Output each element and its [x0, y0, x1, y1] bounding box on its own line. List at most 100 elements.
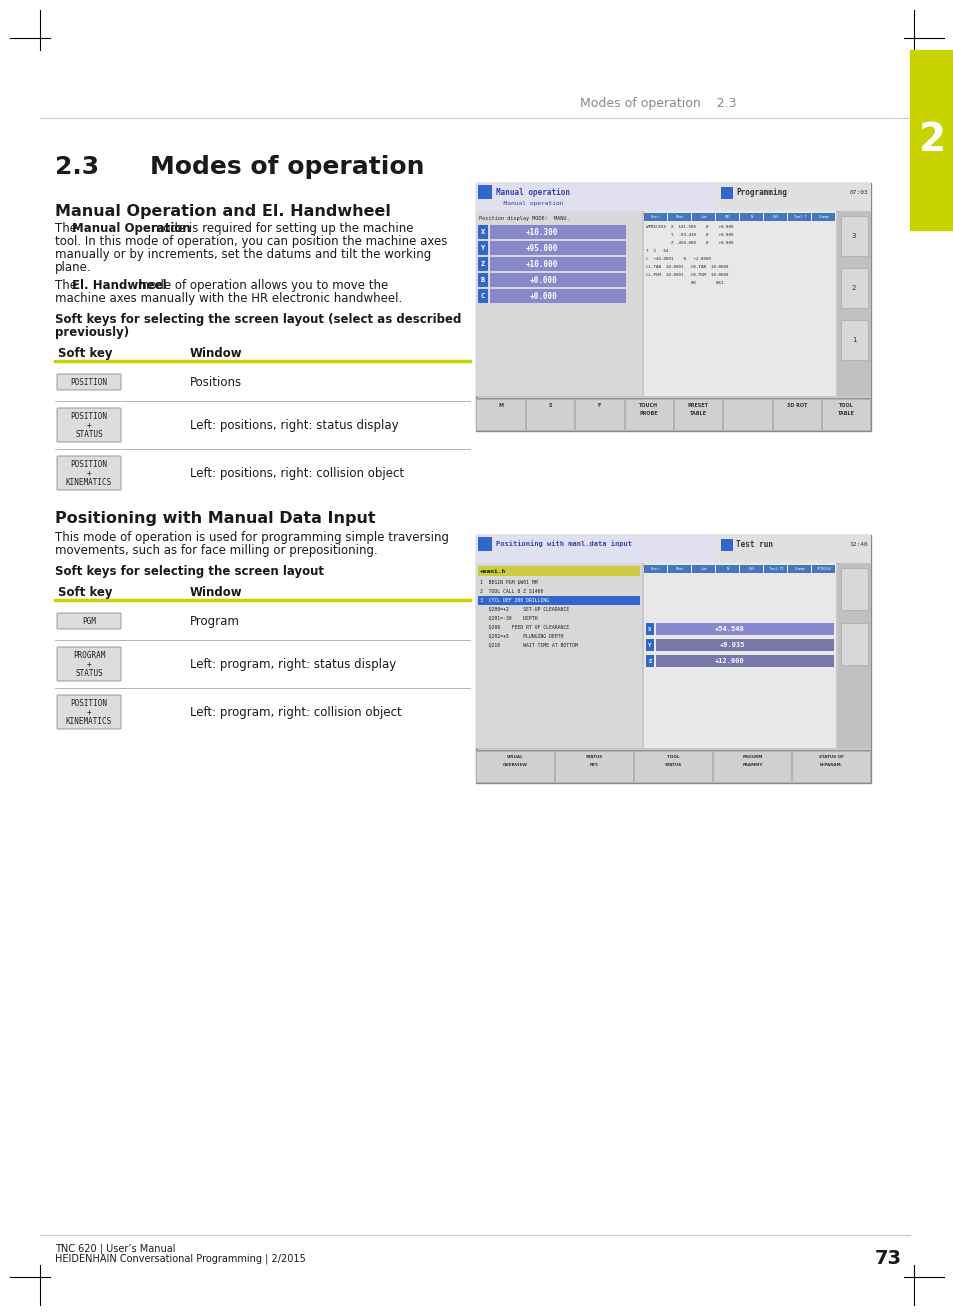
Text: Left: program, right: status display: Left: program, right: status display: [190, 658, 395, 671]
Text: +54.548: +54.548: [715, 626, 744, 633]
Text: T  2   64: T 2 64: [645, 249, 668, 252]
Text: POSITION: POSITION: [71, 460, 108, 469]
Text: Pdat: Pdat: [675, 214, 683, 220]
Text: STATUS: STATUS: [75, 430, 103, 439]
FancyBboxPatch shape: [57, 696, 121, 729]
Bar: [476, 183, 870, 431]
Bar: [841, 568, 867, 610]
FancyBboxPatch shape: [57, 613, 121, 629]
Text: Q201=-30    DEPTH: Q201=-30 DEPTH: [479, 615, 537, 621]
Bar: [643, 213, 667, 221]
Text: Test run: Test run: [735, 539, 772, 548]
Bar: [643, 565, 667, 573]
Text: Lim: Lim: [700, 567, 706, 571]
Text: 3  CYCL DEF 200 DRILLING: 3 CYCL DEF 200 DRILLING: [479, 597, 548, 602]
Text: Y: Y: [480, 245, 485, 251]
Bar: [645, 655, 653, 667]
Bar: [837, 563, 870, 748]
Text: N: N: [750, 214, 752, 220]
Bar: [837, 210, 870, 396]
Bar: [841, 216, 867, 256]
Text: 0% Y[Nm]  07:03: 0% Y[Nm] 07:03: [478, 412, 535, 417]
Text: F: F: [598, 402, 600, 408]
Bar: [740, 565, 762, 573]
FancyBboxPatch shape: [57, 408, 121, 442]
Text: Tool TI: Tool TI: [768, 567, 782, 571]
Bar: [476, 398, 524, 430]
Bar: [476, 183, 712, 210]
Text: Q202=+5     PLUNGING DEPTH: Q202=+5 PLUNGING DEPTH: [479, 634, 563, 639]
Text: The: The: [55, 222, 81, 235]
Text: Manual Operation: Manual Operation: [71, 222, 191, 235]
Bar: [841, 268, 867, 308]
Bar: [645, 623, 653, 635]
Text: 07:03: 07:03: [848, 189, 867, 195]
Text: Program: Program: [190, 614, 239, 627]
Bar: [763, 565, 786, 573]
Text: TNC 620 | User’s Manual: TNC 620 | User’s Manual: [55, 1243, 175, 1253]
Text: +mani.h: +mani.h: [479, 568, 506, 573]
Text: +: +: [87, 707, 91, 717]
Text: STATUS: STATUS: [585, 755, 602, 759]
Text: PROGRAM: PROGRAM: [72, 651, 105, 660]
Text: 0K        0K1: 0K 0K1: [645, 281, 722, 285]
Text: machine axes manually with the HR electronic handwheel.: machine axes manually with the HR electr…: [55, 292, 402, 305]
Text: N: N: [726, 567, 728, 571]
Text: Over-: Over-: [650, 567, 660, 571]
Text: +9.035: +9.035: [719, 642, 744, 648]
Text: +: +: [87, 660, 91, 669]
Text: Over-: Over-: [650, 214, 660, 220]
Text: C: C: [480, 293, 485, 299]
Bar: [477, 565, 639, 576]
Bar: [763, 213, 786, 221]
Text: +: +: [87, 421, 91, 430]
Text: Manual operation: Manual operation: [496, 188, 569, 196]
Bar: [792, 751, 869, 782]
Bar: [668, 213, 691, 221]
Text: Positioning with manl.data input: Positioning with manl.data input: [496, 540, 631, 547]
Bar: [720, 539, 732, 551]
Text: WPRECESS  X  101.500    0    +0.000: WPRECESS X 101.500 0 +0.000: [645, 225, 733, 229]
Text: KINEMATICS: KINEMATICS: [66, 477, 112, 487]
Text: Z -450.000    0    +0.000: Z -450.000 0 +0.000: [645, 241, 733, 245]
Bar: [477, 289, 488, 302]
Text: Left: positions, right: collision object: Left: positions, right: collision object: [190, 467, 404, 480]
Bar: [812, 565, 835, 573]
Text: PROGRM: PROGRM: [741, 755, 761, 759]
Bar: [490, 241, 625, 255]
FancyBboxPatch shape: [57, 647, 121, 681]
Text: manually or by increments, set the datums and tilt the working: manually or by increments, set the datum…: [55, 249, 431, 260]
Text: Clamp: Clamp: [794, 567, 804, 571]
Text: N-PARAM.: N-PARAM.: [819, 763, 842, 767]
Text: Y: Y: [648, 643, 651, 647]
Text: PGM: PGM: [82, 617, 96, 626]
Text: PGS: PGS: [772, 214, 779, 220]
Text: C  +40.0001    0   +2.0000: C +40.0001 0 +2.0000: [645, 256, 710, 260]
Bar: [841, 623, 867, 665]
Text: 3: 3: [851, 233, 856, 239]
Text: Positions: Positions: [190, 376, 242, 388]
Text: PROBE: PROBE: [639, 412, 658, 416]
Text: FKT.: FKT.: [589, 763, 598, 767]
FancyBboxPatch shape: [57, 373, 121, 391]
Text: POSITION: POSITION: [71, 412, 108, 421]
Bar: [821, 398, 869, 430]
Text: 1  BEGIN PGM $W01 MM: 1 BEGIN PGM $W01 MM: [479, 580, 537, 584]
Text: This mode of operation is used for programming simple traversing: This mode of operation is used for progr…: [55, 531, 449, 544]
Bar: [477, 185, 492, 199]
Bar: [712, 183, 870, 210]
Bar: [634, 751, 712, 782]
Bar: [477, 537, 492, 551]
Text: POSITION: POSITION: [71, 700, 108, 707]
Bar: [477, 185, 492, 199]
Text: 73: 73: [874, 1249, 901, 1268]
Text: Left: positions, right: status display: Left: positions, right: status display: [190, 418, 398, 431]
Text: PRESET: PRESET: [687, 402, 708, 408]
Bar: [787, 565, 811, 573]
Bar: [712, 535, 870, 563]
Bar: [787, 213, 811, 221]
Text: FRAMMY: FRAMMY: [741, 763, 761, 767]
Bar: [476, 210, 641, 396]
Text: Manual operation: Manual operation: [496, 200, 563, 205]
Text: CL-TAB  10.0001   CK-TAB  10.0000: CL-TAB 10.0001 CK-TAB 10.0000: [645, 266, 728, 270]
